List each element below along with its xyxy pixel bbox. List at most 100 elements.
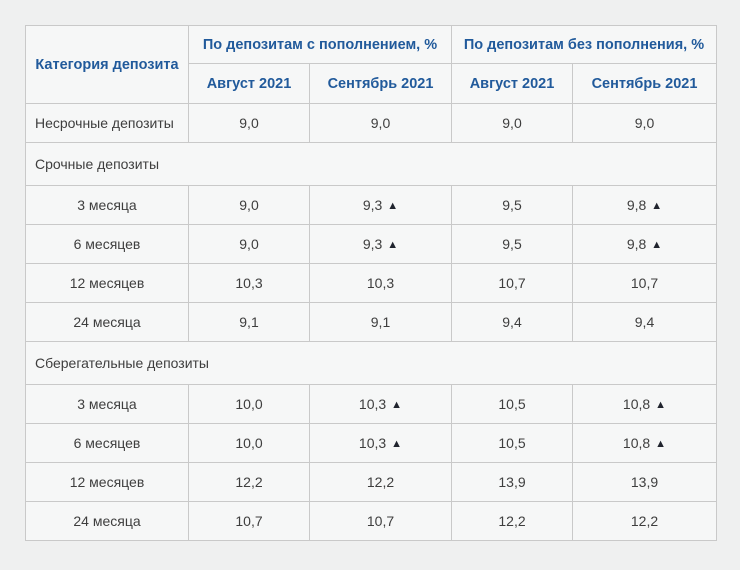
value-text: 10,3	[235, 275, 263, 291]
category-cell: 24 месяца	[25, 302, 189, 342]
category-cell: 6 месяцев	[25, 423, 189, 463]
value-cell: 10,3 ▲	[309, 384, 452, 424]
month-header: Август 2021	[188, 63, 310, 104]
value-cell: 9,5	[451, 185, 573, 225]
table-row: 12 месяцев 10,3 10,3 10,7 10,7	[25, 263, 717, 303]
increase-triangle-icon: ▲	[655, 399, 667, 411]
value-text: 9,8	[626, 236, 647, 252]
group-header-without-topup: По депозитам без пополнения, %	[451, 25, 717, 64]
value-cell: 9,5	[451, 224, 573, 264]
value-cell: 9,8 ▲	[572, 224, 717, 264]
increase-triangle-icon: ▲	[391, 438, 403, 450]
category-cell: 6 месяцев	[25, 224, 189, 264]
category-cell: 3 месяца	[25, 384, 189, 424]
value-cell: 10,8 ▲	[572, 423, 717, 463]
value-cell: 12,2	[451, 501, 573, 541]
value-text: 12,2	[630, 513, 659, 529]
value-text: 9,0	[502, 115, 522, 131]
category-cell: Несрочные депозиты	[25, 103, 189, 143]
value-cell: 10,7	[188, 501, 310, 541]
value-cell: 9,3 ▲	[309, 185, 452, 225]
value-text: 12,2	[235, 474, 263, 490]
table-row: 24 месяца 9,1 9,1 9,4 9,4	[25, 302, 717, 342]
value-text: 9,5	[502, 236, 522, 252]
category-cell: 12 месяцев	[25, 462, 189, 502]
month-header: Сентябрь 2021	[309, 63, 452, 104]
value-cell: 10,3	[188, 263, 310, 303]
value-text: 9,0	[239, 115, 259, 131]
increase-triangle-icon: ▲	[387, 200, 399, 212]
category-cell: 24 месяца	[25, 501, 189, 541]
value-cell: 9,0	[572, 103, 717, 143]
value-text: 9,4	[634, 314, 655, 330]
value-cell: 10,5	[451, 423, 573, 463]
section-label: Сберегательные депозиты	[25, 341, 717, 385]
value-cell: 12,2	[309, 462, 452, 502]
deposit-rates-table-container: Категория депозита По депозитам с пополн…	[25, 25, 717, 541]
value-cell: 12,2	[188, 462, 310, 502]
value-text: 9,0	[634, 115, 655, 131]
value-text: 13,9	[630, 474, 659, 490]
value-cell: 10,7	[572, 263, 717, 303]
value-text: 9,8	[626, 197, 647, 213]
value-cell: 10,8 ▲	[572, 384, 717, 424]
value-cell: 10,0	[188, 423, 310, 463]
group-header-with-topup: По депозитам с пополнением, %	[188, 25, 452, 64]
value-text: 10,0	[235, 435, 263, 451]
value-cell: 12,2	[572, 501, 717, 541]
value-text: 10,5	[498, 396, 526, 412]
month-header: Август 2021	[451, 63, 573, 104]
value-cell: 9,4	[572, 302, 717, 342]
value-text: 9,0	[370, 115, 391, 131]
value-cell: 13,9	[451, 462, 573, 502]
table-row: 3 месяца 9,0 9,3 ▲ 9,5 9,8 ▲	[25, 185, 717, 225]
value-text: 10,8	[622, 435, 651, 451]
value-cell: 9,0	[309, 103, 452, 143]
table-row: 12 месяцев 12,2 12,2 13,9 13,9	[25, 462, 717, 502]
value-cell: 10,3	[309, 263, 452, 303]
increase-triangle-icon: ▲	[651, 200, 663, 212]
column-header-category: Категория депозита	[25, 25, 189, 104]
value-cell: 10,3 ▲	[309, 423, 452, 463]
value-text: 10,3	[358, 435, 387, 451]
value-text: 9,1	[370, 314, 391, 330]
value-text: 10,7	[235, 513, 263, 529]
value-cell: 10,7	[451, 263, 573, 303]
value-text: 12,2	[498, 513, 526, 529]
value-cell: 9,0	[451, 103, 573, 143]
section-row: Сберегательные депозиты	[25, 341, 717, 385]
value-cell: 9,1	[188, 302, 310, 342]
value-text: 9,3	[362, 197, 383, 213]
month-header: Сентябрь 2021	[572, 63, 717, 104]
value-text: 10,0	[235, 396, 263, 412]
value-text: 9,4	[502, 314, 522, 330]
value-cell: 9,0	[188, 224, 310, 264]
table-row: 24 месяца 10,7 10,7 12,2 12,2	[25, 501, 717, 541]
section-label: Срочные депозиты	[25, 142, 717, 186]
category-cell: 12 месяцев	[25, 263, 189, 303]
table-row: Несрочные депозиты 9,0 9,0 9,0 9,0	[25, 103, 717, 143]
value-text: 12,2	[366, 474, 395, 490]
value-cell: 9,1	[309, 302, 452, 342]
group-header-row: Категория депозита По депозитам с пополн…	[25, 25, 717, 104]
increase-triangle-icon: ▲	[391, 399, 403, 411]
value-cell: 13,9	[572, 462, 717, 502]
value-text: 9,0	[239, 197, 259, 213]
value-cell: 9,0	[188, 185, 310, 225]
value-text: 10,3	[366, 275, 395, 291]
value-text: 10,8	[622, 396, 651, 412]
category-cell: 3 месяца	[25, 185, 189, 225]
value-cell: 9,8 ▲	[572, 185, 717, 225]
value-text: 10,7	[366, 513, 395, 529]
value-text: 10,7	[630, 275, 659, 291]
value-text: 9,5	[502, 197, 522, 213]
table-row: 6 месяцев 10,0 10,3 ▲ 10,5 10,8 ▲	[25, 423, 717, 463]
value-cell: 9,0	[188, 103, 310, 143]
month-header-row: Август 2021 Сентябрь 2021 Август 2021 Сентя…	[26, 63, 717, 104]
section-row: Срочные депозиты	[25, 142, 717, 186]
value-text: 9,3	[362, 236, 383, 252]
value-cell: 10,0	[188, 384, 310, 424]
value-text: 9,0	[239, 236, 259, 252]
value-cell: 9,4	[451, 302, 573, 342]
value-text: 9,1	[239, 314, 259, 330]
